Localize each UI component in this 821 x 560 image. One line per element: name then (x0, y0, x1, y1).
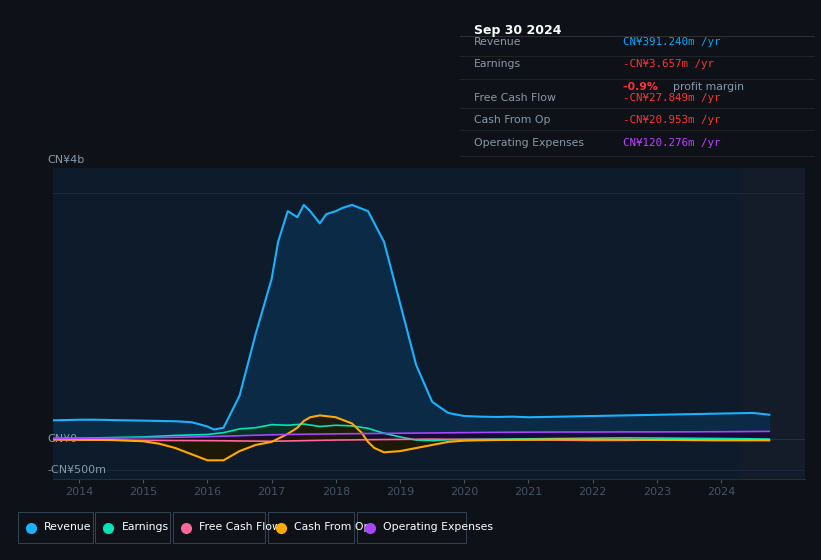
Text: Operating Expenses: Operating Expenses (475, 138, 585, 148)
Text: Revenue: Revenue (475, 37, 521, 47)
Text: CN¥391.240m /yr: CN¥391.240m /yr (623, 37, 721, 47)
Text: Revenue: Revenue (44, 522, 91, 533)
Text: Cash From Op: Cash From Op (475, 115, 551, 125)
Text: CN¥120.276m /yr: CN¥120.276m /yr (623, 138, 721, 148)
Text: Cash From Op: Cash From Op (294, 522, 370, 533)
Bar (95, 512, 171, 543)
Bar (741, 168, 805, 479)
Text: CN¥0: CN¥0 (48, 434, 77, 444)
Text: -CN¥27.849m /yr: -CN¥27.849m /yr (623, 93, 721, 103)
Text: -CN¥20.953m /yr: -CN¥20.953m /yr (623, 115, 721, 125)
Text: Operating Expenses: Operating Expenses (383, 522, 493, 533)
Text: profit margin: profit margin (673, 82, 744, 92)
Text: -CN¥500m: -CN¥500m (48, 465, 107, 474)
Text: CN¥4b: CN¥4b (48, 155, 85, 165)
Bar (17, 512, 93, 543)
Text: -CN¥3.657m /yr: -CN¥3.657m /yr (623, 59, 714, 69)
Text: Free Cash Flow: Free Cash Flow (475, 93, 556, 103)
Text: -0.9%: -0.9% (623, 82, 662, 92)
Text: Sep 30 2024: Sep 30 2024 (475, 25, 562, 38)
Text: Earnings: Earnings (122, 522, 168, 533)
Bar (172, 512, 265, 543)
Text: Free Cash Flow: Free Cash Flow (200, 522, 281, 533)
Bar (356, 512, 466, 543)
Text: Earnings: Earnings (475, 59, 521, 69)
Bar (268, 512, 355, 543)
